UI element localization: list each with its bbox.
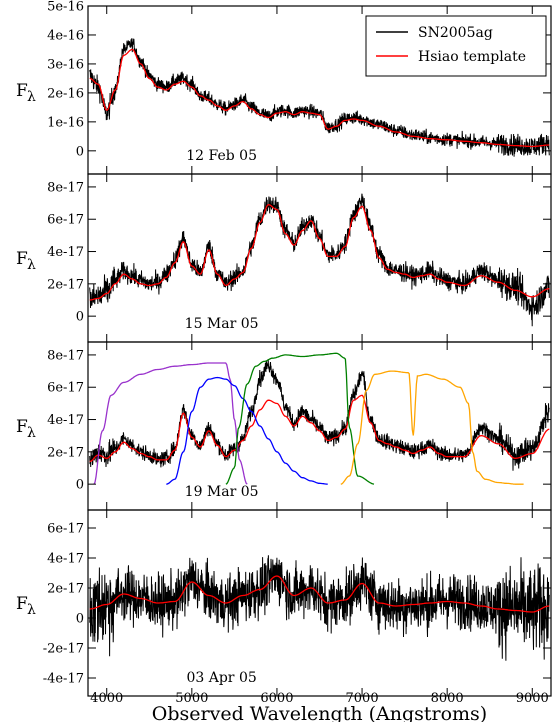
series-line-2-3 bbox=[166, 376, 328, 485]
xtick-label-0: 4000 bbox=[90, 691, 123, 706]
ytick-label-1-2: 4e-17 bbox=[47, 245, 84, 260]
ytick-label-3-0: -4e-17 bbox=[43, 672, 84, 687]
date-label-1: 15 Mar 05 bbox=[185, 316, 259, 332]
panel-frame-3 bbox=[87, 509, 552, 697]
series-line-1-0 bbox=[89, 193, 550, 327]
ylabel-2: F bbox=[16, 417, 28, 437]
ylabel-sub-1: λ bbox=[27, 257, 36, 273]
ylabel-sub-2: λ bbox=[27, 425, 36, 441]
ytick-label-3-5: 6e-17 bbox=[47, 522, 84, 537]
xtick-label-2: 6000 bbox=[260, 691, 293, 706]
ytick-label-2-1: 2e-17 bbox=[47, 445, 84, 460]
series-line-2-1 bbox=[89, 394, 550, 463]
ytick-label-1-4: 8e-17 bbox=[47, 180, 84, 195]
xtick-label-1: 5000 bbox=[175, 691, 208, 706]
ytick-label-0-3: 3e-16 bbox=[47, 57, 84, 72]
ytick-label-2-0: 0 bbox=[76, 478, 84, 493]
legend-box bbox=[365, 15, 547, 77]
date-label-0: 12 Feb 05 bbox=[186, 148, 257, 164]
series-line-2-5 bbox=[340, 370, 524, 485]
xtick-label-4: 8000 bbox=[431, 691, 464, 706]
series-line-1-1 bbox=[89, 204, 550, 301]
series-line-3-0 bbox=[89, 555, 550, 661]
ytick-label-3-4: 4e-17 bbox=[47, 552, 84, 567]
xtick-label-5: 9000 bbox=[516, 691, 549, 706]
ytick-label-0-2: 2e-16 bbox=[47, 86, 84, 101]
ytick-label-0-4: 4e-16 bbox=[47, 28, 84, 43]
ytick-label-1-0: 0 bbox=[76, 310, 84, 325]
ytick-label-3-1: -2e-17 bbox=[43, 642, 84, 657]
series-line-0-1 bbox=[89, 48, 550, 148]
legend-label-1: Hsiao template bbox=[418, 49, 526, 65]
ytick-label-2-2: 4e-17 bbox=[47, 413, 84, 428]
ytick-label-3-3: 2e-17 bbox=[47, 582, 84, 597]
series-line-2-2 bbox=[93, 362, 248, 485]
ylabel-sub-0: λ bbox=[27, 89, 36, 105]
ytick-label-0-0: 0 bbox=[76, 144, 84, 159]
ytick-label-3-2: 0 bbox=[76, 612, 84, 627]
ytick-label-2-4: 8e-17 bbox=[47, 348, 84, 363]
xlabel: Observed Wavelength (Angstroms) bbox=[152, 703, 487, 722]
xtick-label-3: 7000 bbox=[346, 691, 379, 706]
ytick-label-0-5: 5e-16 bbox=[47, 0, 84, 15]
date-label-3: 03 Apr 05 bbox=[186, 670, 256, 686]
ylabel-sub-3: λ bbox=[27, 602, 36, 618]
ylabel-3: F bbox=[16, 594, 28, 614]
legend-label-0: SN2005ag bbox=[418, 25, 493, 41]
ylabel-0: F bbox=[16, 81, 28, 101]
ytick-label-0-1: 1e-16 bbox=[47, 115, 84, 130]
ylabel-1: F bbox=[16, 249, 28, 269]
ytick-label-1-3: 6e-17 bbox=[47, 213, 84, 228]
ytick-label-2-3: 6e-17 bbox=[47, 381, 84, 396]
date-label-2: 19 Mar 05 bbox=[185, 484, 259, 500]
series-line-2-0 bbox=[89, 358, 550, 471]
series-line-0-0 bbox=[89, 38, 550, 157]
ytick-label-1-1: 2e-17 bbox=[47, 277, 84, 292]
series-line-2-4 bbox=[225, 352, 375, 485]
panel-frame-1 bbox=[87, 173, 552, 343]
series-line-3-1 bbox=[89, 575, 550, 613]
